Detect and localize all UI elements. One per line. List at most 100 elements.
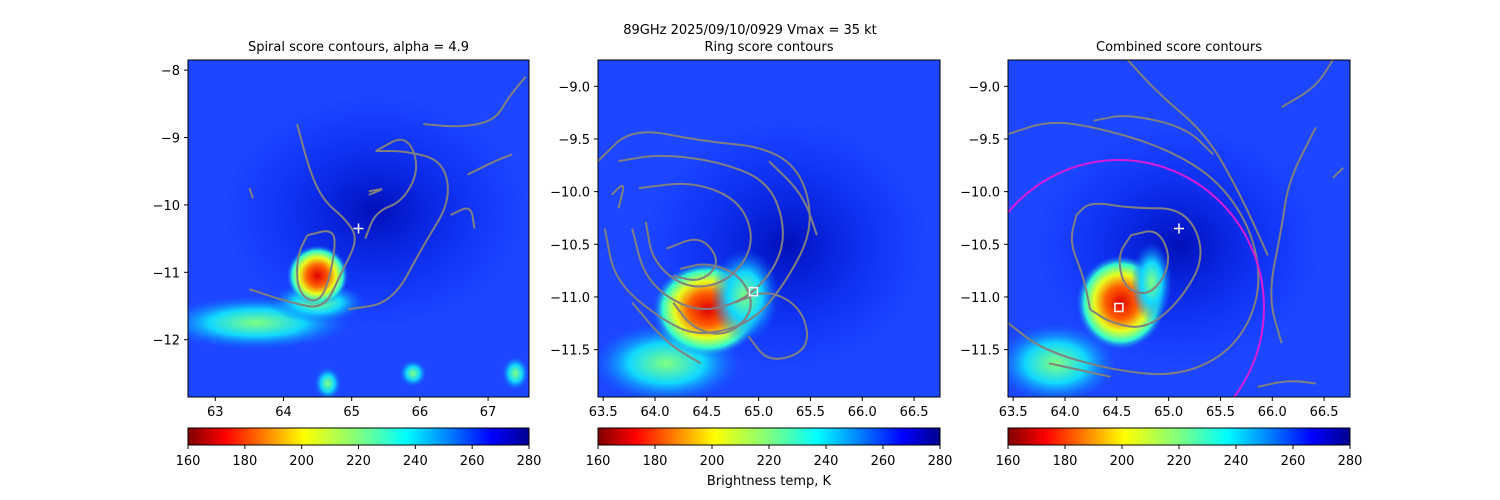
colorbar-gradient [597,427,941,446]
y-tick-label: −11.5 [960,344,1000,359]
x-tick-label: 66.5 [1310,405,1339,420]
colorbar-tick-label: 200 [289,454,314,469]
contour-line [598,131,811,334]
contour-line [610,184,625,209]
y-tick-label: −11.5 [550,344,590,359]
panel-title: Combined score contours [1096,40,1262,55]
contour-line [1126,60,1269,256]
y-tick-label: −10.0 [550,186,590,201]
axes-frame [597,59,941,398]
colorbar-tick-label: 280 [928,454,953,469]
colorbar-gradient [1007,427,1351,446]
colorbar-label: Brightness temp, K [707,474,832,489]
contour-line [734,292,809,360]
panel-1: Spiral score contours, alpha = 4.9 63 64 65… [153,40,542,469]
x-tick-label: 63.5 [999,405,1028,420]
contour-line [1048,362,1111,378]
brightness-region [222,93,529,330]
x-tick-label: 65.0 [744,405,773,420]
colorbar-tick-label: 240 [814,454,839,469]
colorbar-tick-label: 260 [460,454,485,469]
y-tick-label: −11.0 [960,291,1000,306]
x-tick-label: 66 [412,405,429,420]
contour-line [248,187,254,199]
contour-line [368,188,383,196]
contour-line [450,207,476,229]
contour-line [1270,126,1317,344]
brightness-region [501,356,529,391]
colorbar-tick-label: 260 [871,454,896,469]
contour-line [1257,380,1316,388]
panel-title: Spiral score contours, alpha = 4.9 [248,40,469,55]
score-contours [598,131,818,365]
x-tick-label: 63.5 [589,405,618,420]
y-tick-label: −12 [153,334,180,349]
colorbar-tick-label: 180 [643,454,668,469]
x-tick-label: 65.5 [796,405,825,420]
x-tick-label: 65 [343,405,360,420]
x-tick-label: 64.0 [641,405,670,420]
y-tick-label: −9.0 [558,80,590,95]
center-square-marker [748,286,759,297]
colorbar-tick-label: 200 [700,454,725,469]
colorbar-tick-label: 240 [1224,454,1249,469]
contour-line [423,76,527,128]
contour-line [1281,60,1334,109]
center-plus-marker [1174,223,1184,234]
colorbar-gradient [187,427,530,446]
contour-line [672,263,752,335]
contour-line [249,123,356,308]
contour-line [638,182,752,288]
axes-frame [1007,59,1351,398]
y-tick-label: −9.5 [968,133,1000,148]
search-radius-circle [1008,159,1265,397]
y-tick-label: −11 [153,266,180,281]
colorbar-tick-label: 200 [1110,454,1135,469]
y-tick-label: −9.0 [968,80,1000,95]
heatmap [598,60,940,397]
contour-line [1332,167,1344,179]
colorbar-tick-label: 240 [403,454,428,469]
center-square-marker [1114,302,1124,313]
colorbar-tick-label: 280 [517,454,542,469]
colorbar-tick-label: 280 [1338,454,1363,469]
brightness-region [399,359,427,387]
contour-line [1093,115,1214,156]
contour-line [666,238,717,281]
contour-line [467,153,513,176]
x-tick-label: 64 [275,405,292,420]
contour-line [618,155,784,310]
colorbar-tick-label: 180 [1053,454,1078,469]
colorbar-tick-label: 260 [1281,454,1306,469]
y-tick-label: −10 [153,199,180,214]
y-tick-label: −8 [161,64,180,79]
colorbar-tick-label: 160 [176,454,201,469]
x-tick-label: 64.0 [1051,405,1080,420]
colorbar: 160 180 200 220 240 260 280 [996,427,1363,469]
colorbar-tick-label: 160 [996,454,1021,469]
axes-frame [187,59,530,398]
panel-title: Ring score contours [704,40,833,55]
figure-suptitle: 89GHz 2025/09/10/0929 Vmax = 35 kt [623,23,877,38]
contour-line [1070,214,1092,310]
contour-line [1118,230,1170,295]
colorbar-tick-label: 220 [1167,454,1192,469]
contour-line [768,160,818,236]
brightness-region [314,366,342,397]
x-tick-label: 64.5 [1102,405,1131,420]
contour-line [1075,202,1202,328]
y-tick-label: −11.0 [550,291,590,306]
contour-line [296,230,336,302]
y-tick-label: −9.5 [558,133,590,148]
y-tick-label: −9 [161,132,180,147]
score-contours [248,76,527,311]
colorbar-tick-label: 220 [757,454,782,469]
center-plus-marker [353,223,364,234]
y-tick-label: −10.5 [550,238,590,253]
colorbar-tick-label: 180 [232,454,257,469]
x-tick-label: 67 [480,405,497,420]
brightness-region [1131,241,1173,323]
x-tick-label: 66.0 [848,405,877,420]
colorbar: 160 180 200 220 240 260 280 [176,427,542,469]
